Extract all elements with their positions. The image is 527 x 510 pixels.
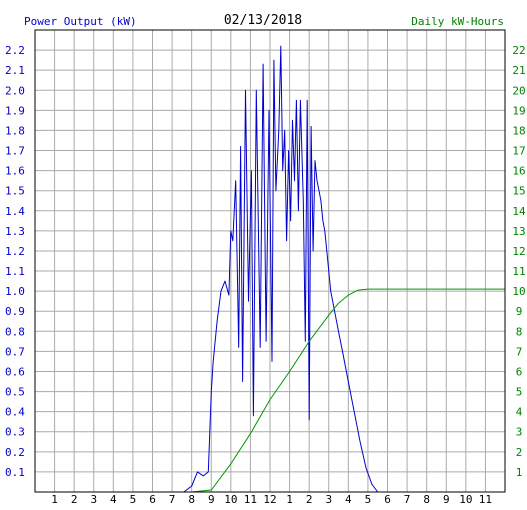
left-tick-label: 1.3 [5,225,25,238]
power-output-line [35,45,505,493]
right-tick-label: 1 [516,466,523,479]
right-tick-label: 8 [516,325,523,338]
left-tick-label: 1.8 [5,124,25,137]
x-axis-tick-labels: 1 2 3 4 5 6 7 8 9 10 11 12 1 2 3 4 5 6 7 8 9 10 11 [51,493,492,506]
daily-kwh-line [35,288,505,493]
left-tick-label: 2.2 [5,44,25,57]
x-tick-label: 7 [404,493,411,506]
right-tick-label: 11 [512,265,525,278]
x-tick-label: 1 [286,493,293,506]
x-tick-label: 8 [423,493,430,506]
x-tick-label: 2 [306,493,313,506]
right-tick-label: 4 [516,406,523,419]
x-tick-label: 1 [51,493,58,506]
left-tick-label: 1.7 [5,145,25,158]
right-tick-label: 20 [512,84,525,97]
right-tick-label: 14 [512,205,526,218]
plot-series [35,45,505,493]
x-tick-label: 6 [384,493,391,506]
left-tick-label: 0.9 [5,305,25,318]
x-tick-label: 11 [479,493,492,506]
x-tick-label: 11 [244,493,257,506]
x-tick-label: 12 [263,493,276,506]
right-tick-label: 16 [512,165,525,178]
left-tick-label: 0.6 [5,365,25,378]
x-tick-label: 2 [71,493,78,506]
right-tick-label: 2 [516,446,523,459]
right-axis-title: Daily kW-Hours [411,15,504,28]
x-tick-label: 9 [443,493,450,506]
right-tick-label: 12 [512,245,525,258]
right-tick-label: 21 [512,64,525,77]
right-tick-label: 13 [512,225,525,238]
left-tick-label: 1.6 [5,165,25,178]
plot-grid [35,30,505,492]
chart-date: 02/13/2018 [224,13,302,28]
right-tick-label: 15 [512,185,525,198]
left-tick-label: 1.5 [5,185,25,198]
left-tick-label: 1.9 [5,104,25,117]
x-tick-label: 8 [188,493,195,506]
left-tick-label: 1.1 [5,265,25,278]
left-tick-label: 0.1 [5,466,25,479]
right-tick-label: 22 [512,44,525,57]
x-tick-label: 6 [149,493,156,506]
left-tick-label: 0.2 [5,446,25,459]
plot-frame [34,29,506,493]
right-tick-label: 10 [512,285,525,298]
left-axis-title: Power Output (kW) [24,15,137,28]
left-tick-label: 0.3 [5,426,25,439]
right-tick-label: 19 [512,104,525,117]
left-tick-label: 0.4 [5,406,25,419]
left-tick-label: 1.0 [5,285,25,298]
right-tick-label: 7 [516,345,523,358]
x-tick-label: 9 [208,493,215,506]
x-tick-label: 5 [365,493,372,506]
right-tick-label: 3 [516,426,523,439]
x-tick-label: 4 [110,493,117,506]
left-axis-tick-labels: 0.1 0.2 0.3 0.4 0.5 0.6 0.7 0.8 0.9 1.0 1.1 1.2 1.3 1… [5,44,25,479]
x-tick-label: 3 [325,493,332,506]
x-tick-label: 10 [459,493,472,506]
right-tick-label: 6 [516,365,523,378]
left-tick-label: 2.1 [5,64,25,77]
x-tick-label: 4 [345,493,352,506]
x-tick-label: 3 [90,493,97,506]
left-tick-label: 1.2 [5,245,25,258]
left-tick-label: 1.4 [5,205,25,218]
left-tick-label: 0.5 [5,386,25,399]
left-tick-label: 0.8 [5,325,25,338]
left-tick-label: 2.0 [5,84,25,97]
right-tick-label: 9 [516,305,523,318]
right-tick-label: 17 [512,145,525,158]
x-tick-label: 10 [224,493,237,506]
x-tick-label: 5 [130,493,137,506]
x-tick-label: 7 [169,493,176,506]
right-tick-label: 5 [516,386,523,399]
right-tick-label: 18 [512,124,525,137]
left-tick-label: 0.7 [5,345,25,358]
